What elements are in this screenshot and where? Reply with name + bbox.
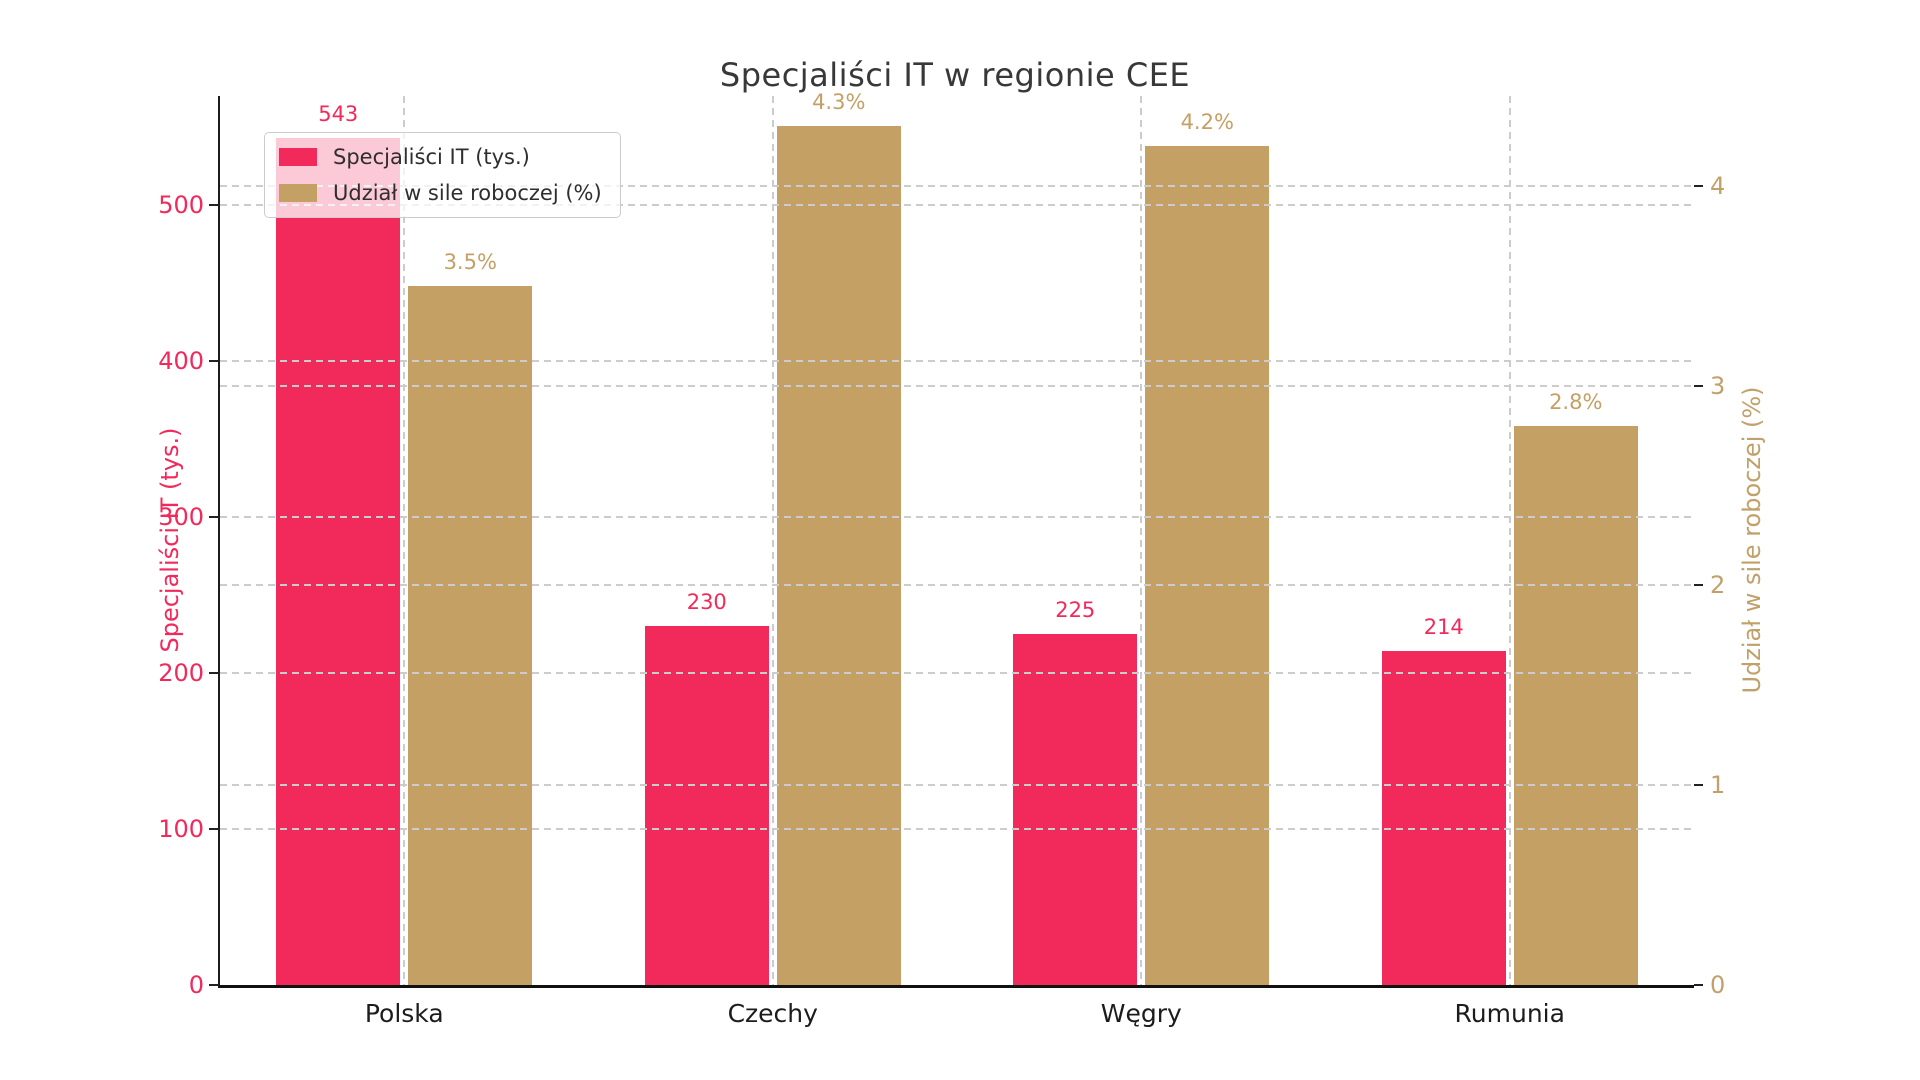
gridline-vertical-Czechy <box>771 96 774 985</box>
right-tick-label: 2 <box>1710 571 1726 600</box>
left-tick-label: 400 <box>158 347 204 376</box>
bar-value-label-it-Rumunia: 214 <box>1423 615 1464 640</box>
bar-workforce-share-Węgry <box>1145 145 1270 985</box>
bar-it-specialists-Rumunia <box>1381 651 1506 985</box>
bar-it-specialists-Polska <box>276 138 401 985</box>
left-tick-mark <box>209 360 218 363</box>
left-tick-mark <box>209 672 218 675</box>
gridline-vertical-Rumunia <box>1508 96 1511 985</box>
bar-value-label-share-Rumunia: 2.8% <box>1549 389 1603 414</box>
left-tick-mark <box>209 204 218 207</box>
right-tick-label: 3 <box>1710 371 1726 400</box>
left-tick-mark <box>209 984 218 986</box>
legend-label: Specjaliści IT (tys.) <box>333 145 530 169</box>
bar-it-specialists-Czechy <box>644 626 769 985</box>
bar-value-label-it-Węgry: 225 <box>1055 598 1096 623</box>
legend-swatch-red <box>279 148 317 166</box>
gridline-horizontal-right-2 <box>220 584 1694 587</box>
right-tick-mark <box>1694 584 1703 587</box>
x-category-label-Polska: Polska <box>364 999 444 1028</box>
right-tick-mark <box>1694 184 1703 187</box>
bar-workforce-share-Czechy <box>776 125 901 985</box>
gridline-horizontal-left-100 <box>220 828 1694 831</box>
gridline-vertical-Polska <box>403 96 406 985</box>
gridline-horizontal-right-3 <box>220 384 1694 387</box>
legend: Specjaliści IT (tys.) Udział w sile robo… <box>264 132 621 218</box>
gridline-horizontal-left-300 <box>220 516 1694 519</box>
right-tick-mark <box>1694 384 1703 387</box>
gridline-vertical-Węgry <box>1140 96 1143 985</box>
gridline-horizontal-left-200 <box>220 672 1694 675</box>
bar-it-specialists-Węgry <box>1013 634 1138 985</box>
right-axis-label: Udział w sile roboczej (%) <box>1738 386 1766 694</box>
legend-label: Udział w sile roboczej (%) <box>333 181 602 205</box>
right-tick-label: 4 <box>1710 171 1726 200</box>
plot-area: Specjaliści IT (tys.) Udział w sile robo… <box>158 90 1725 1028</box>
gridline-horizontal-left-400 <box>220 360 1694 363</box>
legend-swatch-tan <box>279 184 317 202</box>
legend-item-it-specialists: Specjaliści IT (tys.) <box>279 145 602 169</box>
right-tick-label: 1 <box>1710 771 1726 800</box>
gridline-horizontal-right-1 <box>220 784 1694 787</box>
bar-value-label-share-Polska: 3.5% <box>443 249 497 274</box>
left-tick-label: 100 <box>158 815 204 844</box>
bar-value-label-it-Czechy: 230 <box>686 590 727 615</box>
bar-value-label-it-Polska: 543 <box>318 102 359 127</box>
x-category-label-Węgry: Węgry <box>1100 999 1182 1028</box>
bar-value-label-share-Węgry: 4.2% <box>1180 109 1234 134</box>
right-tick-mark <box>1694 784 1703 787</box>
bar-value-label-share-Czechy: 4.3% <box>812 89 866 114</box>
legend-item-workforce-share: Udział w sile roboczej (%) <box>279 181 602 205</box>
left-tick-mark <box>209 516 218 519</box>
left-tick-mark <box>209 828 218 831</box>
gridline-horizontal-right-4 <box>220 184 1694 187</box>
bar-workforce-share-Rumunia <box>1513 425 1638 985</box>
bar-workforce-share-Polska <box>408 285 533 985</box>
left-axis-label: Specjaliści IT (tys.) <box>156 427 184 653</box>
chart-title: Specjaliści IT w regionie CEE <box>719 56 1191 94</box>
gridline-horizontal-left-500 <box>220 204 1694 207</box>
x-category-label-Rumunia: Rumunia <box>1454 999 1565 1028</box>
left-tick-label: 500 <box>158 191 204 220</box>
right-tick-mark <box>1694 984 1703 986</box>
left-tick-label: 200 <box>158 659 204 688</box>
left-tick-label: 0 <box>188 971 204 999</box>
x-category-label-Czechy: Czechy <box>727 999 818 1028</box>
left-tick-label: 300 <box>158 503 204 532</box>
right-tick-label: 0 <box>1710 971 1726 999</box>
